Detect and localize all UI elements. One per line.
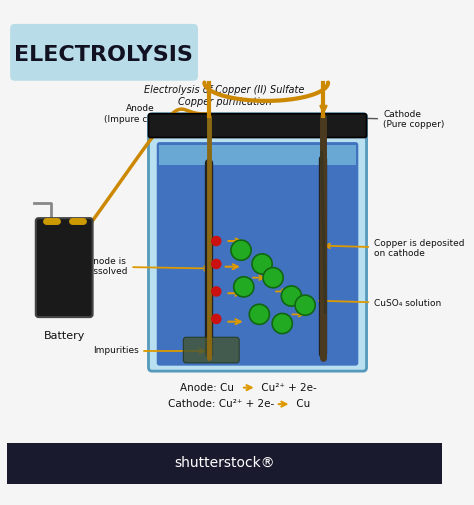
Circle shape bbox=[212, 287, 221, 296]
Text: Anode is
dissolved: Anode is dissolved bbox=[85, 257, 209, 276]
Circle shape bbox=[212, 236, 221, 245]
Text: Copper is deposited
on cathode: Copper is deposited on cathode bbox=[326, 239, 465, 258]
Circle shape bbox=[234, 277, 254, 297]
Text: Cathode: Cu²⁺ + 2e-: Cathode: Cu²⁺ + 2e- bbox=[168, 399, 274, 409]
FancyBboxPatch shape bbox=[10, 24, 198, 81]
FancyBboxPatch shape bbox=[159, 145, 356, 165]
Text: Cu²⁺ + 2e-: Cu²⁺ + 2e- bbox=[258, 383, 317, 392]
Text: ELECTROLYSIS: ELECTROLYSIS bbox=[14, 45, 193, 65]
FancyBboxPatch shape bbox=[36, 218, 92, 317]
FancyBboxPatch shape bbox=[183, 337, 239, 363]
Circle shape bbox=[212, 260, 221, 269]
Circle shape bbox=[263, 268, 283, 288]
Text: Cu: Cu bbox=[293, 399, 310, 409]
Circle shape bbox=[282, 286, 301, 306]
Text: Anode
(Impure copper): Anode (Impure copper) bbox=[104, 105, 205, 124]
FancyBboxPatch shape bbox=[157, 142, 358, 366]
Circle shape bbox=[212, 314, 221, 324]
Text: Electrolysis of Copper (II) Sulfate: Electrolysis of Copper (II) Sulfate bbox=[145, 85, 305, 95]
Circle shape bbox=[252, 254, 272, 274]
Text: CuSO₄ solution: CuSO₄ solution bbox=[319, 298, 441, 308]
Text: Copper purification: Copper purification bbox=[178, 97, 272, 107]
Circle shape bbox=[231, 240, 251, 260]
Text: Impurities: Impurities bbox=[92, 346, 204, 356]
Text: Anode: Cu: Anode: Cu bbox=[180, 383, 234, 392]
Text: Cathode
(Pure copper): Cathode (Pure copper) bbox=[328, 110, 445, 129]
Bar bbox=[8, 442, 442, 484]
Circle shape bbox=[295, 295, 315, 315]
FancyBboxPatch shape bbox=[148, 114, 366, 137]
Text: shutterstock®: shutterstock® bbox=[174, 456, 275, 470]
Circle shape bbox=[249, 305, 269, 324]
Text: Battery: Battery bbox=[44, 331, 85, 341]
FancyBboxPatch shape bbox=[148, 114, 366, 371]
Circle shape bbox=[272, 314, 292, 334]
